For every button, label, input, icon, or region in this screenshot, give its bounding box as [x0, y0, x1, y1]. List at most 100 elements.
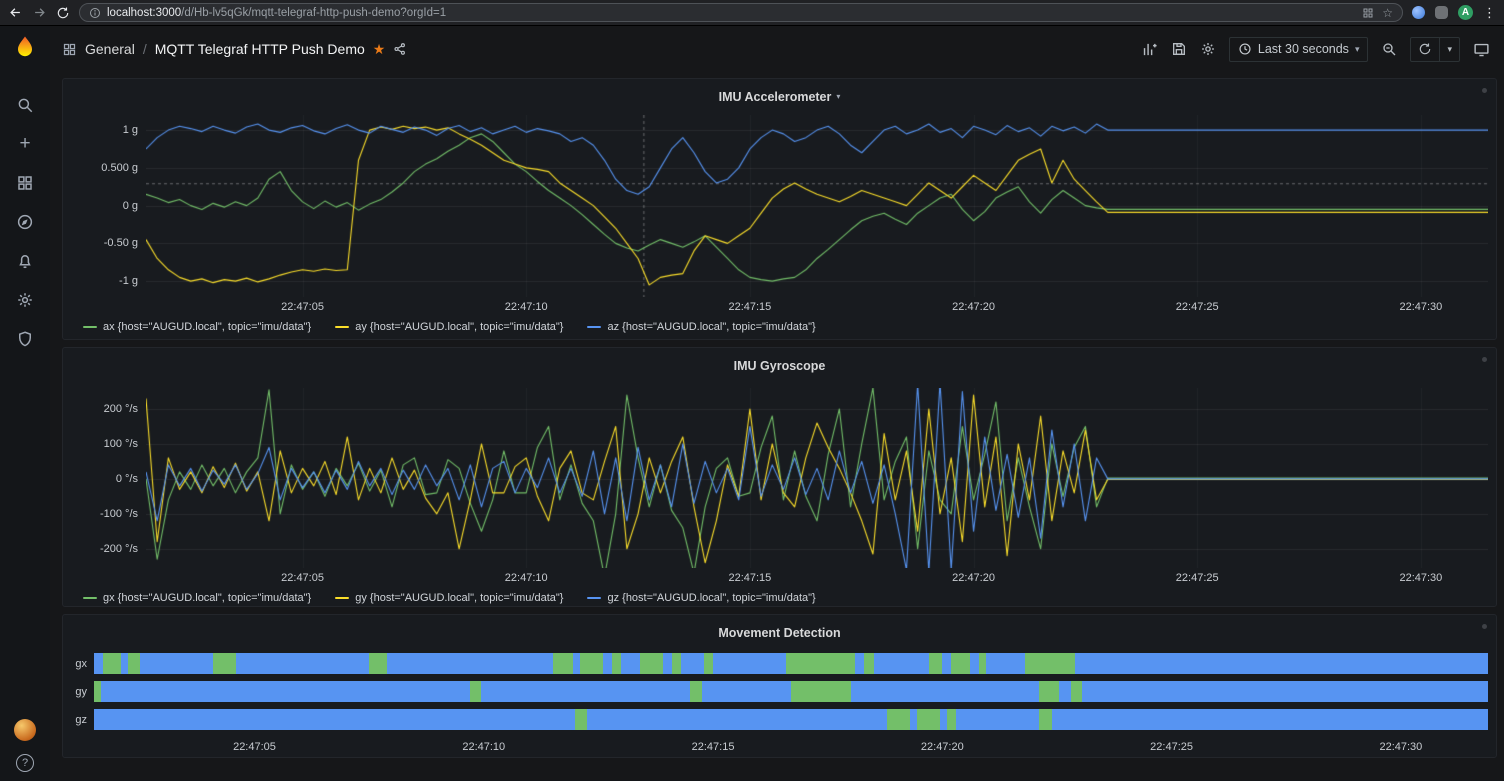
- gyroscope-chart[interactable]: [146, 388, 1488, 568]
- panel-title: Movement Detection: [718, 625, 841, 640]
- omnibox-apps-icon[interactable]: [1362, 7, 1374, 19]
- reload-icon[interactable]: [56, 6, 70, 20]
- breadcrumb-separator: /: [142, 41, 147, 57]
- forward-icon[interactable]: [32, 5, 47, 20]
- configuration-gear-icon[interactable]: [14, 289, 36, 311]
- create-icon[interactable]: +: [19, 133, 31, 154]
- movement-active-segment: [470, 681, 482, 702]
- explore-compass-icon[interactable]: [14, 211, 36, 233]
- clock-icon: [1239, 43, 1251, 55]
- panel-menu-caret-icon: ▾: [836, 92, 841, 101]
- legend-item-gz[interactable]: gz {host="AUGUD.local", topic="imu/data"…: [587, 592, 816, 604]
- legend-marker-icon: [335, 596, 350, 600]
- legend-item-az[interactable]: az {host="AUGUD.local", topic="imu/data"…: [587, 321, 816, 333]
- alerting-bell-icon[interactable]: [14, 250, 36, 272]
- zoom-out-icon[interactable]: [1381, 41, 1397, 57]
- legend-marker-icon: [587, 596, 602, 600]
- movement-active-segment: [946, 709, 957, 730]
- movement-active-segment: [612, 653, 622, 674]
- server-admin-shield-icon[interactable]: [14, 328, 36, 350]
- panel-imu-gyroscope: IMU Gyroscope 200 °/s 100 °/s 0 °/s -100 °/…: [62, 347, 1497, 607]
- search-icon[interactable]: [14, 94, 36, 116]
- panel-title-bar[interactable]: IMU Gyroscope: [71, 355, 1488, 376]
- movement-track-gy[interactable]: [94, 681, 1488, 702]
- bookmark-star-icon[interactable]: ☆: [1382, 5, 1393, 20]
- movement-active-segment: [703, 653, 714, 674]
- gyro-y-axis: 200 °/s 100 °/s 0 °/s -100 °/s -200 °/s: [71, 388, 146, 568]
- dashboard-grid-icon: [62, 42, 77, 57]
- url-bar[interactable]: localhost:3000/d/Hb-lv5qGk/mqtt-telegraf…: [79, 3, 1403, 22]
- x-axis-label: 22:47:30: [1379, 741, 1423, 753]
- accel-x-axis: 22:47:05 22:47:10 22:47:15 22:47:20 22:47:25…: [146, 297, 1488, 315]
- panel-corner-dot: [1482, 624, 1487, 629]
- browser-toolbar: localhost:3000/d/Hb-lv5qGk/mqtt-telegraf…: [0, 0, 1504, 26]
- legend-item-ay[interactable]: ay {host="AUGUD.local", topic="imu/data"…: [335, 321, 563, 333]
- refresh-icon[interactable]: [1411, 38, 1439, 61]
- legend-label: gy {host="AUGUD.local", topic="imu/data"…: [355, 592, 564, 604]
- movement-active-segment: [864, 653, 874, 674]
- y-axis-label: -200 °/s: [99, 542, 138, 555]
- accel-legend: ax {host="AUGUD.local", topic="imu/data"…: [71, 315, 1488, 339]
- save-dashboard-icon[interactable]: [1171, 41, 1187, 57]
- chrome-menu-icon[interactable]: ⋮: [1483, 5, 1496, 20]
- panel-corner-dot: [1482, 357, 1487, 362]
- dashboards-icon[interactable]: [14, 172, 36, 194]
- x-axis-label: 22:47:25: [1175, 572, 1219, 584]
- legend-marker-icon: [83, 325, 97, 329]
- y-axis-label: -0.50 g: [103, 237, 138, 250]
- movement-track-gz[interactable]: [94, 709, 1488, 730]
- time-range-picker[interactable]: Last 30 seconds ▾: [1228, 36, 1369, 62]
- breadcrumb-folder[interactable]: General: [85, 41, 135, 57]
- movement-active-segment: [575, 709, 587, 730]
- user-avatar[interactable]: [14, 719, 36, 741]
- movement-active-segment: [213, 653, 237, 674]
- movement-active-segment: [690, 681, 702, 702]
- grafana-sidebar: + ?: [0, 26, 50, 780]
- legend-label: az {host="AUGUD.local", topic="imu/data"…: [607, 321, 816, 333]
- favorite-star-icon[interactable]: ★: [372, 41, 386, 57]
- movement-row-label: gz: [75, 713, 87, 726]
- movement-x-axis: 22:47:05 22:47:10 22:47:15 22:47:20 22:47:25…: [94, 737, 1488, 753]
- url-text: localhost:3000/d/Hb-lv5qGk/mqtt-telegraf…: [107, 6, 447, 19]
- legend-item-ax[interactable]: ax {host="AUGUD.local", topic="imu/data"…: [83, 321, 311, 333]
- tv-mode-icon[interactable]: [1473, 41, 1490, 58]
- movement-timeline: gx gy gz 22:47:05 22:47:10 22:47:15 22:47:20 22…: [71, 653, 1488, 753]
- back-icon[interactable]: [8, 5, 23, 20]
- dashboard-settings-icon[interactable]: [1200, 41, 1216, 57]
- x-axis-label: 22:47:05: [281, 301, 324, 313]
- movement-active-segment: [917, 709, 941, 730]
- refresh-interval-caret[interactable]: ▾: [1439, 37, 1459, 61]
- x-axis-label: 22:47:10: [462, 741, 506, 753]
- x-axis-label: 22:47:20: [920, 741, 964, 753]
- dashboard-header: General / MQTT Telegraf HTTP Push Demo ★: [50, 26, 1504, 72]
- browser-profile-avatar[interactable]: A: [1458, 5, 1473, 20]
- y-axis-label: 200 °/s: [103, 402, 138, 415]
- legend-label: ay {host="AUGUD.local", topic="imu/data"…: [355, 321, 564, 333]
- help-icon[interactable]: ?: [16, 754, 34, 772]
- accelerometer-chart[interactable]: [146, 115, 1488, 297]
- legend-item-gy[interactable]: gy {host="AUGUD.local", topic="imu/data"…: [335, 592, 563, 604]
- add-panel-icon[interactable]: [1141, 41, 1158, 58]
- share-icon[interactable]: [393, 42, 407, 56]
- movement-active-segment: [671, 653, 681, 674]
- dashboard-body: IMU Accelerometer ▾ 1 g 0.500 g 0 g -0.50 g…: [50, 72, 1504, 780]
- extension-blue-icon[interactable]: [1412, 6, 1425, 19]
- panel-movement-detection: Movement Detection gx gy gz 22:47:05 22:47:1…: [62, 614, 1497, 758]
- panel-title-bar[interactable]: IMU Accelerometer ▾: [71, 86, 1488, 107]
- panel-title-bar[interactable]: Movement Detection: [71, 622, 1488, 643]
- extensions-puzzle-icon[interactable]: [1435, 6, 1448, 19]
- y-axis-label: 100 °/s: [103, 437, 138, 450]
- x-axis-label: 22:47:25: [1175, 301, 1219, 313]
- movement-track-gx[interactable]: [94, 653, 1488, 674]
- grafana-logo[interactable]: [13, 35, 37, 64]
- panel-title: IMU Accelerometer: [718, 89, 832, 104]
- site-info-icon[interactable]: [89, 7, 101, 19]
- legend-marker-icon: [587, 325, 602, 329]
- movement-active-segment: [979, 653, 986, 674]
- legend-item-gx[interactable]: gx {host="AUGUD.local", topic="imu/data"…: [83, 592, 311, 604]
- gyro-x-axis: 22:47:05 22:47:10 22:47:15 22:47:20 22:47:25…: [146, 568, 1488, 586]
- refresh-button-group: ▾: [1410, 36, 1460, 62]
- movement-active-segment: [791, 681, 851, 702]
- legend-label: gz {host="AUGUD.local", topic="imu/data"…: [607, 592, 816, 604]
- dashboard-title[interactable]: MQTT Telegraf HTTP Push Demo: [154, 41, 365, 57]
